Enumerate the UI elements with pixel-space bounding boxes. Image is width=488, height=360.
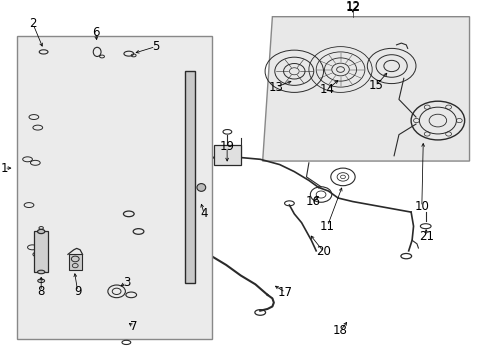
Text: 10: 10 [413,200,428,213]
Text: 2: 2 [29,17,37,30]
Text: 21: 21 [418,230,433,243]
Text: 12: 12 [345,1,360,14]
Bar [184,71,195,283]
Bar [214,145,240,165]
Bar [69,254,81,270]
Text: 5: 5 [152,40,159,53]
Text: 7: 7 [130,320,137,333]
Text: 4: 4 [200,207,207,220]
Text: 1: 1 [0,162,8,175]
Text: 19: 19 [219,140,234,153]
Text: 14: 14 [319,83,334,96]
Bar [17,36,211,339]
Text: 9: 9 [74,285,81,298]
Text: 18: 18 [332,324,347,337]
Ellipse shape [38,270,45,274]
Ellipse shape [38,229,45,234]
Text: 15: 15 [368,79,383,92]
Bar [34,231,48,272]
Text: 8: 8 [38,285,45,298]
Polygon shape [262,17,468,161]
Polygon shape [51,71,182,300]
Text: 20: 20 [315,245,330,258]
Ellipse shape [197,184,205,191]
Text: 3: 3 [122,276,130,289]
Text: 13: 13 [268,81,283,94]
Text: 16: 16 [305,195,320,208]
Text: 12: 12 [345,0,360,13]
Text: 6: 6 [92,26,99,39]
Text: 17: 17 [278,286,292,299]
Text: 11: 11 [319,220,334,233]
